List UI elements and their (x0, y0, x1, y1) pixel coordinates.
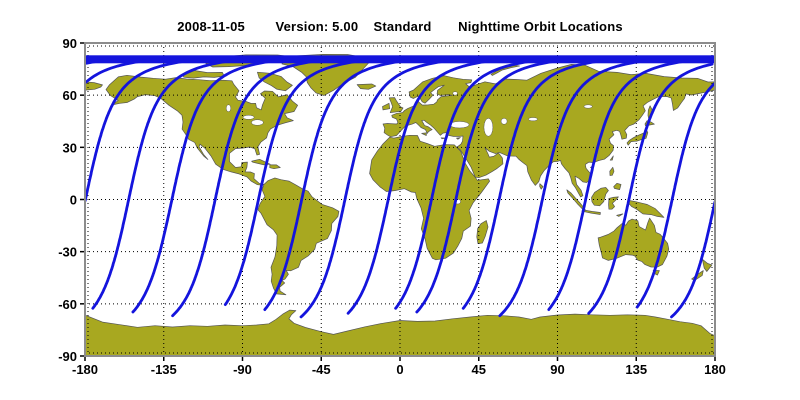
orbit-track (263, 55, 472, 312)
landmass-taiwan (609, 155, 614, 161)
figure-title: 2008-11-05 Version: 5.00 Standard Nightt… (177, 19, 623, 34)
lake-lake-ladoga (452, 91, 458, 96)
orbit-track (346, 55, 558, 315)
y-tick-label: 60 (63, 88, 77, 103)
landmass-timor (616, 213, 624, 217)
lake-lake-balkhash (528, 117, 538, 122)
landmass-antarctica (85, 309, 715, 356)
polar-night-band (85, 55, 715, 64)
landmass-cyprus (456, 137, 461, 140)
landmass-banks-victoria-islands (182, 70, 225, 79)
x-tick-label: 0 (396, 362, 403, 377)
landmass-mindanao (613, 182, 622, 190)
landmass-south-america (257, 177, 340, 296)
orbit-track (498, 55, 713, 318)
landmass-chukotka-west-edge (85, 81, 103, 91)
landmass-madagascar (476, 220, 489, 245)
landmass-sri-lanka (539, 183, 544, 190)
landmass-great-britain (388, 97, 404, 113)
lake-lake-winnipeg (225, 104, 232, 112)
landmass-novaya-zemlya (490, 64, 520, 76)
orbit-track (131, 55, 342, 314)
y-axis: 90 60 30 0 -30 -60 -90 (58, 36, 84, 364)
orbit-track (86, 55, 126, 60)
x-tick-label: -90 (233, 362, 252, 377)
graticule (85, 43, 715, 356)
plot-border (84, 42, 716, 357)
y-tick-label: 0 (70, 193, 77, 208)
orbit-track (461, 55, 669, 310)
x-tick-label: 90 (550, 362, 564, 377)
x-tick-label: -180 (72, 362, 98, 377)
landmass-sulawesi (608, 196, 619, 210)
orbit-track (91, 55, 299, 310)
landmass-sicily (421, 132, 427, 136)
y-tick-label: -60 (58, 297, 77, 312)
land-layer (85, 53, 715, 356)
orbit-track (223, 55, 429, 307)
x-tick-label: 45 (472, 362, 486, 377)
orbit-track (635, 81, 715, 309)
landmass-borneo (591, 187, 609, 207)
orbit-track (85, 55, 256, 203)
y-tick-label: -30 (58, 245, 77, 260)
orbit-track (394, 55, 602, 310)
landmass-luzon (609, 166, 615, 176)
orbit-track (299, 55, 515, 319)
landmass-new-guinea (628, 200, 665, 218)
y-tick-label: -90 (58, 349, 77, 364)
orbit-tracks (85, 55, 715, 319)
landmass-iceland (356, 83, 377, 90)
y-tick-label: 30 (63, 140, 77, 155)
orbit-track (587, 62, 714, 315)
map-layers (85, 43, 715, 356)
landmass-sumatra (566, 189, 586, 211)
x-tick-label: 135 (625, 362, 647, 377)
lake-black-sea (449, 121, 470, 129)
landmass-hispaniola (269, 164, 281, 170)
lake-lake-baikal (583, 104, 593, 109)
orbit-track (171, 55, 385, 318)
orbit-track (85, 55, 169, 65)
lake-great-lakes-lower (251, 119, 264, 126)
y-tick-label: 90 (63, 36, 77, 51)
landmass-ireland (382, 102, 391, 111)
x-tick-label: 180 (704, 362, 726, 377)
x-tick-label: -45 (312, 362, 331, 377)
landmass-new-zealand-north (702, 258, 713, 272)
x-axis: -180 -135 -90 -45 0 45 90 135 180 (72, 357, 726, 377)
orbit-track (547, 57, 712, 312)
lake-lake-superior (242, 114, 255, 120)
orbit-track (415, 55, 626, 314)
x-tick-label: -135 (151, 362, 177, 377)
landmass-eurasia (382, 64, 715, 198)
lake-caspian-sea (483, 118, 494, 137)
orbit-track (85, 55, 212, 84)
lake-aral-sea (500, 118, 508, 125)
orbit-track (670, 200, 715, 319)
